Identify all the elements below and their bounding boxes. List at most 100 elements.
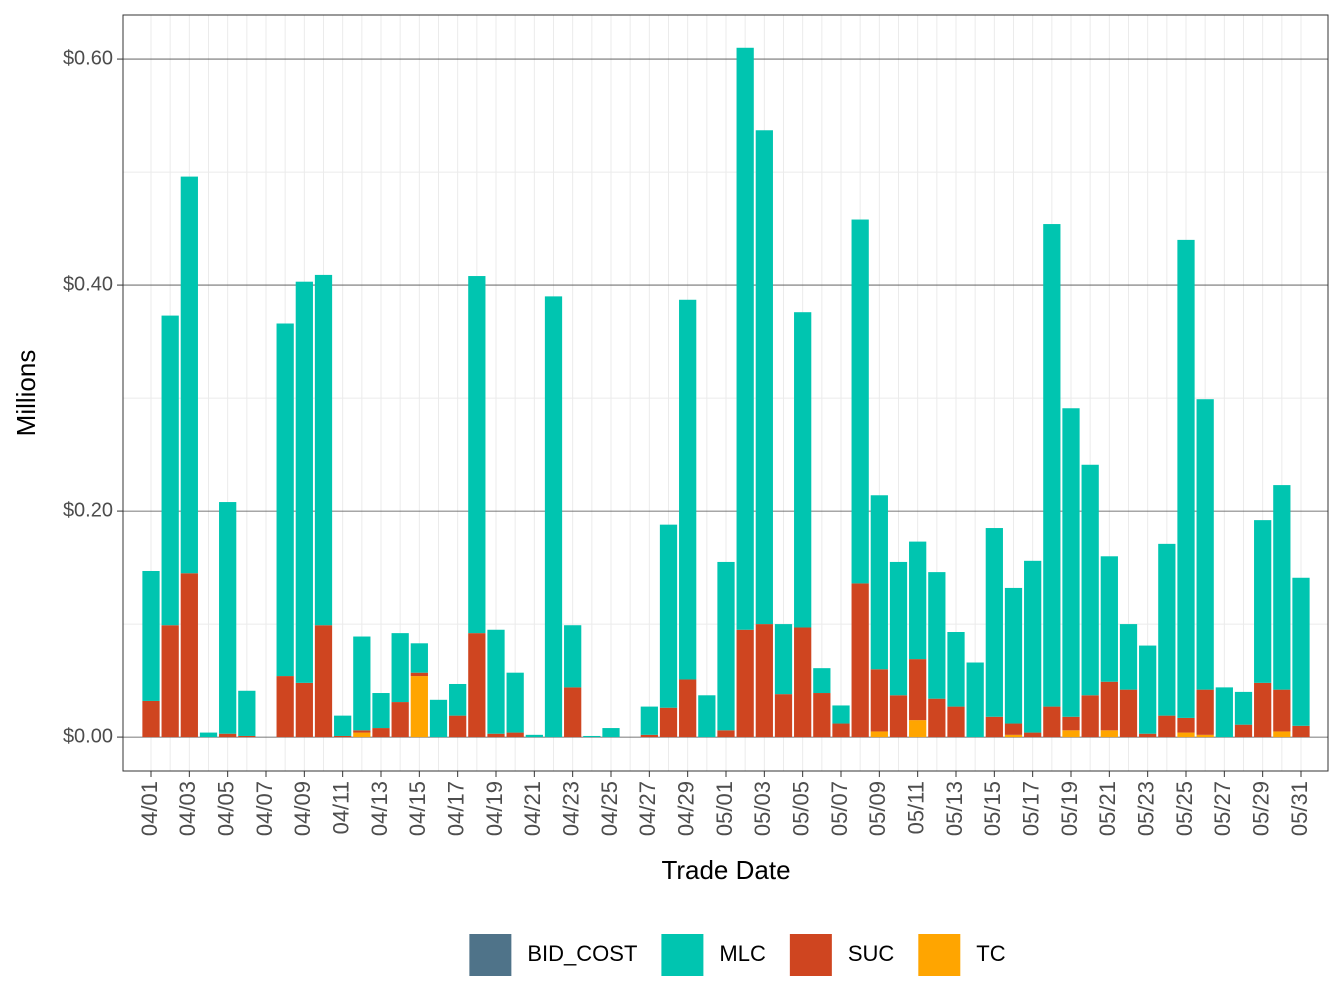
x-tick-label: 05/23 xyxy=(1133,781,1158,836)
x-tick-label: 05/09 xyxy=(865,781,890,836)
x-tick-label: 04/27 xyxy=(635,781,660,836)
bar-segment xyxy=(889,695,908,738)
bar-segment xyxy=(142,570,160,701)
x-tick-label: 04/23 xyxy=(558,781,583,836)
bar-segment xyxy=(410,672,428,677)
bar-segment xyxy=(506,732,524,738)
bar-segment xyxy=(909,659,927,721)
bar-segment xyxy=(180,573,198,738)
bar-segment xyxy=(1004,587,1023,724)
x-tick-label: 05/31 xyxy=(1287,781,1312,836)
bar-segment xyxy=(372,728,390,738)
bar-segment xyxy=(1254,682,1272,738)
bar-segment xyxy=(1292,577,1310,726)
bar-segment xyxy=(1158,543,1176,716)
x-tick-label: 05/27 xyxy=(1210,781,1235,836)
bar-segment xyxy=(909,541,927,660)
bar-segment xyxy=(295,682,313,738)
bar-segment xyxy=(276,323,294,677)
y-tick-label: $0.60 xyxy=(63,47,113,69)
bar-segment xyxy=(487,733,505,738)
y-axis-title: Millions xyxy=(11,350,41,437)
bar-segment xyxy=(870,495,888,670)
bar-segment xyxy=(1081,464,1099,696)
bar-segment xyxy=(1004,723,1023,735)
bar-segment xyxy=(928,698,946,738)
panel-border xyxy=(122,14,1329,772)
bar-segment xyxy=(813,693,831,738)
x-tick-label: 04/03 xyxy=(175,781,200,836)
bar-segment xyxy=(832,723,850,738)
bar-segment xyxy=(1043,706,1061,738)
bar-segment xyxy=(1158,715,1176,738)
bar-segment xyxy=(1196,734,1214,738)
bar-segment xyxy=(1100,556,1118,682)
x-tick-label: 04/05 xyxy=(213,781,238,836)
bar-segment xyxy=(1004,734,1023,738)
bar-segment xyxy=(353,730,371,733)
bar-segment xyxy=(813,668,831,694)
x-tick-label: 04/17 xyxy=(443,781,468,836)
x-tick-label: 05/01 xyxy=(712,781,737,836)
bar-segment xyxy=(889,561,908,696)
y-tick-label: $0.40 xyxy=(63,273,113,295)
bar-segment xyxy=(1024,560,1042,733)
bar-segment xyxy=(794,627,812,738)
bar-segment xyxy=(276,676,294,738)
bar-segment xyxy=(698,695,716,738)
x-tick-label: 04/29 xyxy=(673,781,698,836)
bar-segment xyxy=(1139,733,1157,738)
x-tick-label: 05/29 xyxy=(1248,781,1273,836)
bar-segment xyxy=(391,633,409,703)
bar-segment xyxy=(161,315,179,626)
bar-segment xyxy=(870,669,888,732)
bar-segment xyxy=(679,679,697,738)
bar-segment xyxy=(928,572,946,699)
x-tick-label: 04/09 xyxy=(290,781,315,836)
bar-segment xyxy=(1081,695,1099,738)
x-tick-label: 04/11 xyxy=(328,781,353,834)
bar-segment xyxy=(755,130,773,625)
bar-segment xyxy=(199,732,218,738)
x-tick-label: 04/25 xyxy=(597,781,622,836)
bar-segment xyxy=(468,276,486,634)
bar-segment xyxy=(1215,687,1233,738)
bar-segment xyxy=(238,735,256,738)
legend-key xyxy=(661,934,704,976)
bar-segment xyxy=(410,643,428,673)
bar-segment xyxy=(1177,717,1195,733)
x-tick-label: 04/01 xyxy=(137,781,162,836)
bar-segment xyxy=(985,716,1003,738)
bar-segment xyxy=(851,219,869,584)
bar-segment xyxy=(334,735,352,738)
bar-segment xyxy=(1119,689,1138,738)
bar-segment xyxy=(1062,408,1080,717)
bar-segment xyxy=(755,624,773,738)
x-tick-label: 05/21 xyxy=(1095,781,1120,836)
x-tick-label: 05/05 xyxy=(788,781,813,836)
x-tick-label: 04/21 xyxy=(520,781,545,836)
bar-segment xyxy=(219,502,237,734)
bar-segment xyxy=(640,734,658,738)
bar-segment xyxy=(353,636,371,731)
bar-segment xyxy=(1273,731,1291,738)
legend-label: BID_COST xyxy=(527,941,637,966)
bar-segment xyxy=(870,731,888,738)
bar-segment xyxy=(1196,689,1214,735)
y-tick-label: $0.00 xyxy=(63,725,113,747)
bar-segment xyxy=(736,47,754,630)
bar-segment xyxy=(947,706,965,738)
bar-segment xyxy=(717,730,735,738)
bar-segment xyxy=(1292,725,1310,738)
bar-segment xyxy=(238,690,256,736)
bar-segment xyxy=(1254,520,1272,683)
bar-segment xyxy=(1024,732,1042,738)
x-tick-label: 05/17 xyxy=(1018,781,1043,836)
bar-segment xyxy=(314,625,333,738)
bar-segment xyxy=(334,715,352,736)
bar-segment xyxy=(851,583,869,738)
bar-segment xyxy=(449,683,467,716)
bar-segment xyxy=(449,715,467,738)
bar-segment xyxy=(1119,624,1138,690)
